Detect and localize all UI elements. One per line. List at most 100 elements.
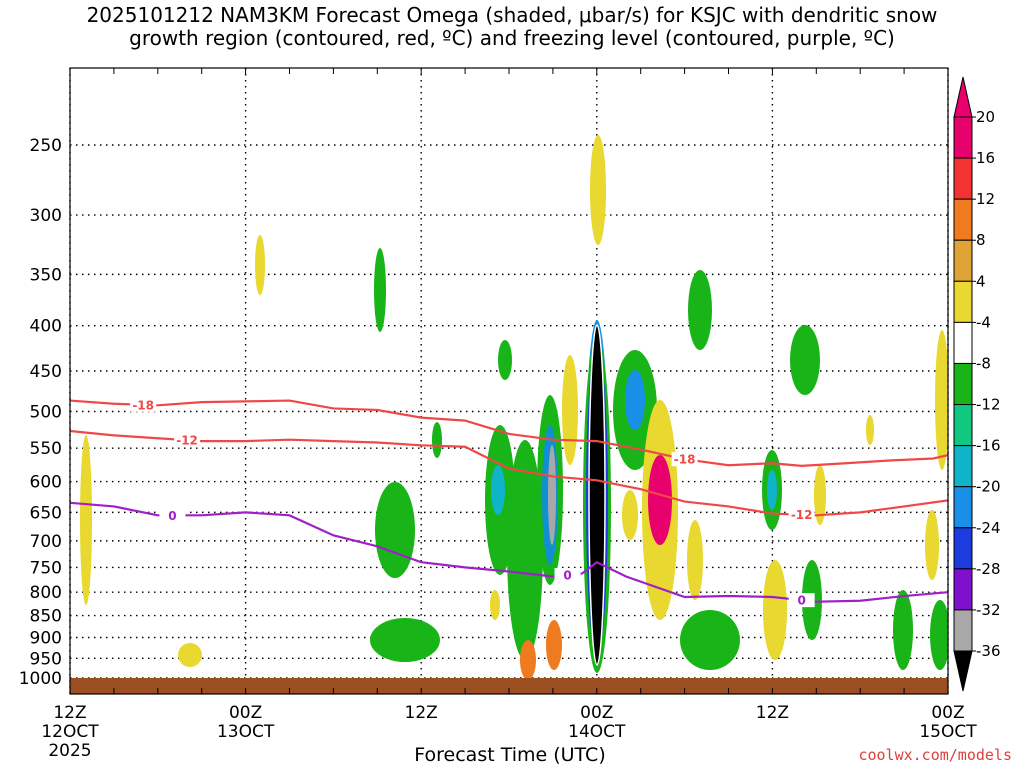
contour-label: 0	[168, 509, 176, 523]
omega-blob	[507, 440, 543, 660]
y-tick-label: 950	[30, 649, 62, 669]
omega-core-black	[588, 324, 606, 666]
x-tick-date-label: 12OCT	[41, 722, 99, 742]
title-line-2: growth region (contoured, red, ºC) and f…	[129, 26, 895, 50]
omega-blob	[680, 610, 740, 670]
omega-blob	[925, 510, 939, 580]
y-tick-label: 400	[30, 317, 62, 337]
omega-blob	[490, 590, 500, 620]
colorbar-label: 8	[976, 231, 986, 249]
colorbar-swatch	[953, 568, 973, 611]
omega-blob	[648, 455, 672, 545]
omega-blob	[767, 470, 777, 510]
colorbar-label: -20	[976, 478, 1001, 496]
y-tick-label: 350	[30, 265, 62, 285]
omega-blob	[491, 465, 505, 515]
x-tick-label: 12Z	[53, 703, 86, 723]
omega-blob	[814, 465, 826, 525]
colorbar-label: -32	[976, 601, 1001, 619]
colorbar-label: -28	[976, 560, 1001, 578]
omega-blob	[375, 482, 415, 578]
contour-label-bg	[554, 568, 581, 583]
contour-label-bg	[671, 452, 698, 467]
contour-label: -12	[791, 508, 813, 522]
colorbar-label: -24	[976, 519, 1001, 537]
temperature-contours: -18 -18 -12 -12 0 0 0	[70, 397, 948, 608]
colorbar-swatch	[953, 157, 973, 200]
contour-label: -18	[674, 453, 696, 467]
omega-blob	[763, 560, 787, 660]
colorbar-swatch	[953, 404, 973, 447]
colorbar-swatch	[953, 609, 973, 652]
omega-blob	[930, 600, 948, 670]
colorbar-label: 20	[976, 108, 995, 126]
y-tick-label: 750	[30, 558, 62, 578]
omega-blob	[790, 325, 820, 395]
y-tick-label: 450	[30, 362, 62, 382]
omega-blob	[687, 520, 703, 600]
colorbar-swatch	[953, 198, 973, 241]
colorbar-label: -8	[976, 354, 991, 372]
x-tick-date-label: 15OCT	[919, 722, 977, 742]
x-axis-label: Forecast Time (UTC)	[414, 744, 606, 766]
colorbar-swatch	[953, 362, 973, 406]
contour-label: 0	[563, 569, 571, 583]
colorbar-label: -36	[976, 642, 1001, 660]
y-tick-label: 250	[30, 136, 62, 156]
contour-line	[70, 399, 948, 468]
omega-blob	[548, 445, 556, 545]
y-tick-label: 300	[30, 206, 62, 226]
y-tick-label: 500	[30, 403, 62, 423]
colorbar-label: 12	[976, 190, 995, 208]
omega-blob	[562, 355, 578, 465]
x-tick-year-label: 2025	[48, 741, 91, 761]
omega-blob	[432, 422, 442, 458]
omega-blob	[935, 330, 948, 470]
colorbar-label: -12	[976, 396, 1001, 414]
colorbar-swatch	[953, 527, 973, 570]
omega-blob	[498, 340, 512, 380]
axes: 2503003504004505005506006507007508008509…	[19, 67, 977, 761]
y-tick-label: 800	[30, 583, 62, 603]
y-tick-label: 1000	[19, 669, 62, 689]
contour-label-bg	[788, 507, 815, 522]
omega-blob	[893, 590, 913, 670]
x-tick-label: 00Z	[580, 703, 613, 723]
omega-blob	[622, 490, 638, 540]
colorbar-label: -4	[976, 313, 991, 331]
x-tick-date-label: 14OCT	[568, 722, 626, 742]
colorbar: 20 16 12 8 4 -4 -8 -12 -16 -20 -24 -28 -32 -36	[953, 76, 1001, 692]
x-tick-label: 12Z	[756, 703, 789, 723]
colorbar-swatch	[953, 445, 973, 488]
contour-label-bg	[130, 397, 157, 412]
omega-blob	[370, 618, 440, 662]
y-tick-label: 850	[30, 607, 62, 627]
y-tick-label: 550	[30, 439, 62, 459]
omega-blob	[255, 235, 265, 295]
contour-label-bg	[174, 433, 201, 448]
y-tick-label: 700	[30, 532, 62, 552]
colorbar-swatch	[953, 239, 973, 282]
omega-shading	[80, 135, 948, 680]
omega-blob	[178, 643, 202, 667]
colorbar-top-arrow	[953, 76, 973, 118]
omega-blob	[546, 620, 562, 670]
x-tick-date-label: 13OCT	[217, 722, 275, 742]
colorbar-swatch	[953, 321, 973, 364]
contour-label-bg	[788, 593, 815, 608]
omega-blob	[866, 415, 874, 445]
x-tick-label: 12Z	[405, 703, 438, 723]
omega-blob	[374, 248, 386, 332]
colorbar-label: 16	[976, 149, 995, 167]
omega-blob	[590, 135, 606, 245]
title-line-1: 2025101212 NAM3KM Forecast Omega (shaded…	[86, 3, 938, 27]
omega-blob	[625, 370, 645, 430]
omega-blob	[80, 435, 92, 605]
credit-link[interactable]: coolwx.com/models	[858, 746, 1012, 764]
colorbar-label: 4	[976, 272, 986, 290]
x-tick-label: 00Z	[229, 703, 262, 723]
y-tick-label: 900	[30, 628, 62, 648]
colorbar-bottom-arrow	[953, 650, 973, 692]
y-tick-label: 650	[30, 503, 62, 523]
